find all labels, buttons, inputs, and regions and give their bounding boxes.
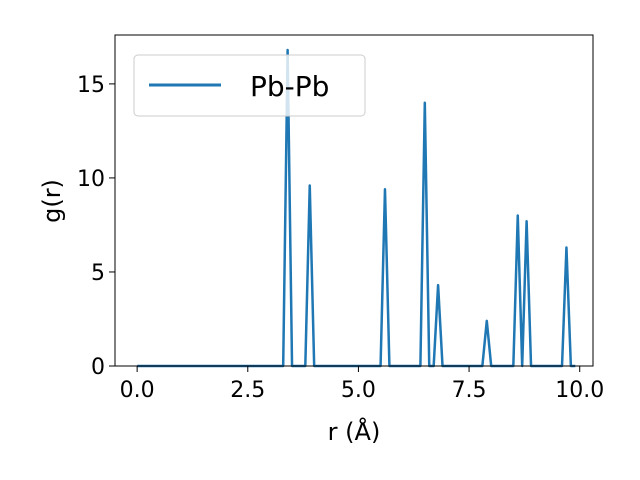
y-tick-label: 10 (77, 167, 105, 192)
x-tick-label: 10.0 (555, 378, 604, 403)
y-axis-label: g(r) (38, 179, 66, 223)
x-tick-label: 0.0 (120, 378, 155, 403)
y-tick-label: 15 (77, 73, 105, 98)
axis-ticks: 0.0 2.5 5.0 7.5 10.0 0 5 10 15 (77, 73, 604, 403)
plot-area (137, 48, 576, 368)
x-axis-label: r (Å) (328, 417, 381, 446)
y-tick-label: 0 (91, 355, 105, 380)
x-tick-label: 2.5 (230, 378, 265, 403)
axes-frame (114, 34, 594, 367)
legend-box (133, 54, 366, 117)
y-tick-label: 5 (91, 261, 105, 286)
x-tick-label: 7.5 (452, 378, 487, 403)
legend: Pb-Pb (133, 54, 366, 117)
legend-series-label: Pb-Pb (250, 70, 329, 103)
series-line-0 (137, 48, 576, 368)
x-tick-label: 5.0 (341, 378, 376, 403)
